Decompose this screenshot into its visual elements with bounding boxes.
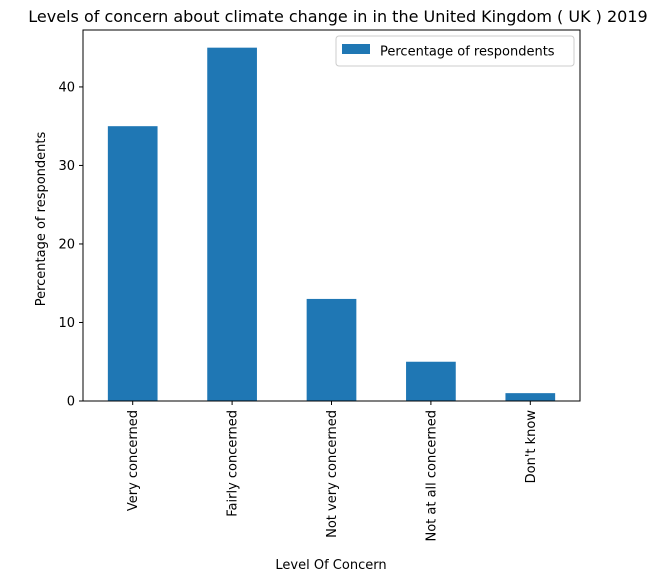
chart-title: Levels of concern about climate change i… — [28, 7, 647, 26]
bar — [406, 361, 456, 401]
legend: Percentage of respondents — [335, 35, 575, 67]
y-axis-ticks: 0 10 20 30 40 — [58, 80, 83, 410]
y-tick-label: 40 — [58, 80, 75, 95]
bar — [207, 47, 257, 402]
x-tick-label: Not at all concerned — [424, 410, 439, 542]
y-tick-label: 20 — [58, 237, 75, 252]
bars-layer — [107, 47, 556, 402]
legend-box — [335, 35, 575, 67]
x-tick-label: Fairly concerned — [226, 410, 241, 517]
x-axis-ticks: Very concerned Fairly concerned Not very c… — [126, 401, 539, 542]
bar — [306, 298, 357, 401]
x-tick-label: Not very concerned — [325, 410, 340, 538]
bar — [505, 393, 556, 401]
y-tick-label: 30 — [58, 159, 75, 174]
bar — [107, 126, 158, 402]
x-axis-label: Level Of Concern — [275, 558, 386, 573]
legend-swatch — [342, 44, 370, 54]
y-axis-label: Percentage of respondents — [34, 131, 49, 306]
legend-label: Percentage of respondents — [380, 45, 555, 60]
y-tick-label: 0 — [67, 395, 75, 410]
x-tick-label: Don't know — [524, 410, 539, 484]
y-tick-label: 10 — [58, 316, 75, 331]
x-tick-label: Very concerned — [126, 410, 141, 511]
